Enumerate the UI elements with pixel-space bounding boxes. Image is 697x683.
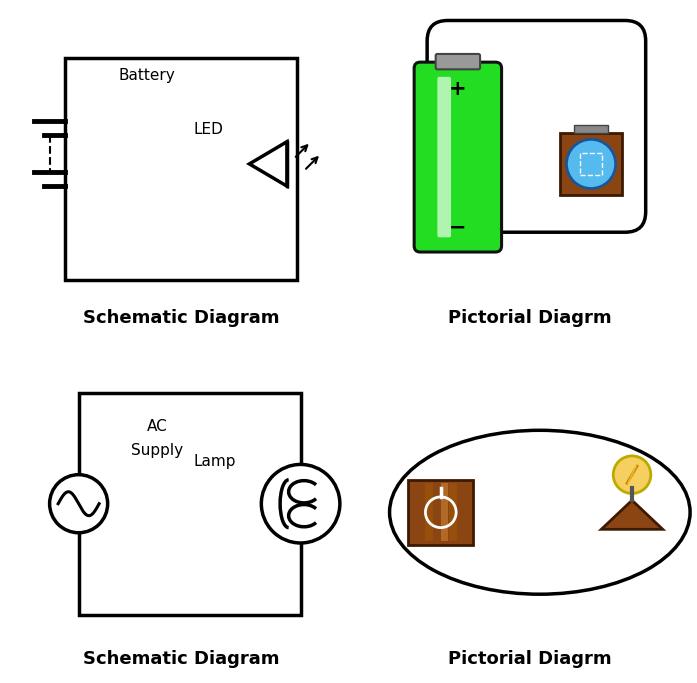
Bar [560, 133, 622, 195]
Bar [574, 124, 608, 133]
FancyBboxPatch shape [438, 77, 451, 238]
Text: LED: LED [194, 122, 223, 137]
Text: −: − [449, 217, 466, 237]
Bar [425, 484, 433, 541]
Bar [65, 58, 297, 280]
Text: Schematic Diagram: Schematic Diagram [83, 309, 279, 326]
Polygon shape [250, 141, 287, 186]
Text: Schematic Diagram: Schematic Diagram [83, 650, 279, 668]
Bar [79, 393, 300, 615]
Circle shape [567, 139, 615, 189]
FancyBboxPatch shape [436, 54, 480, 69]
Bar [441, 484, 448, 541]
Bar [580, 153, 602, 175]
Polygon shape [602, 500, 663, 529]
Text: Battery: Battery [118, 68, 176, 83]
Text: AC: AC [147, 419, 167, 434]
Text: +: + [449, 79, 467, 99]
Bar [450, 484, 457, 541]
FancyBboxPatch shape [414, 62, 502, 252]
Circle shape [613, 456, 651, 493]
Text: Lamp: Lamp [194, 454, 236, 469]
Circle shape [49, 475, 107, 533]
Text: Pictorial Diagrm: Pictorial Diagrm [447, 650, 611, 668]
Text: Pictorial Diagrm: Pictorial Diagrm [447, 309, 611, 326]
Text: Supply: Supply [131, 443, 183, 458]
Bar [408, 480, 473, 545]
Circle shape [261, 464, 340, 543]
